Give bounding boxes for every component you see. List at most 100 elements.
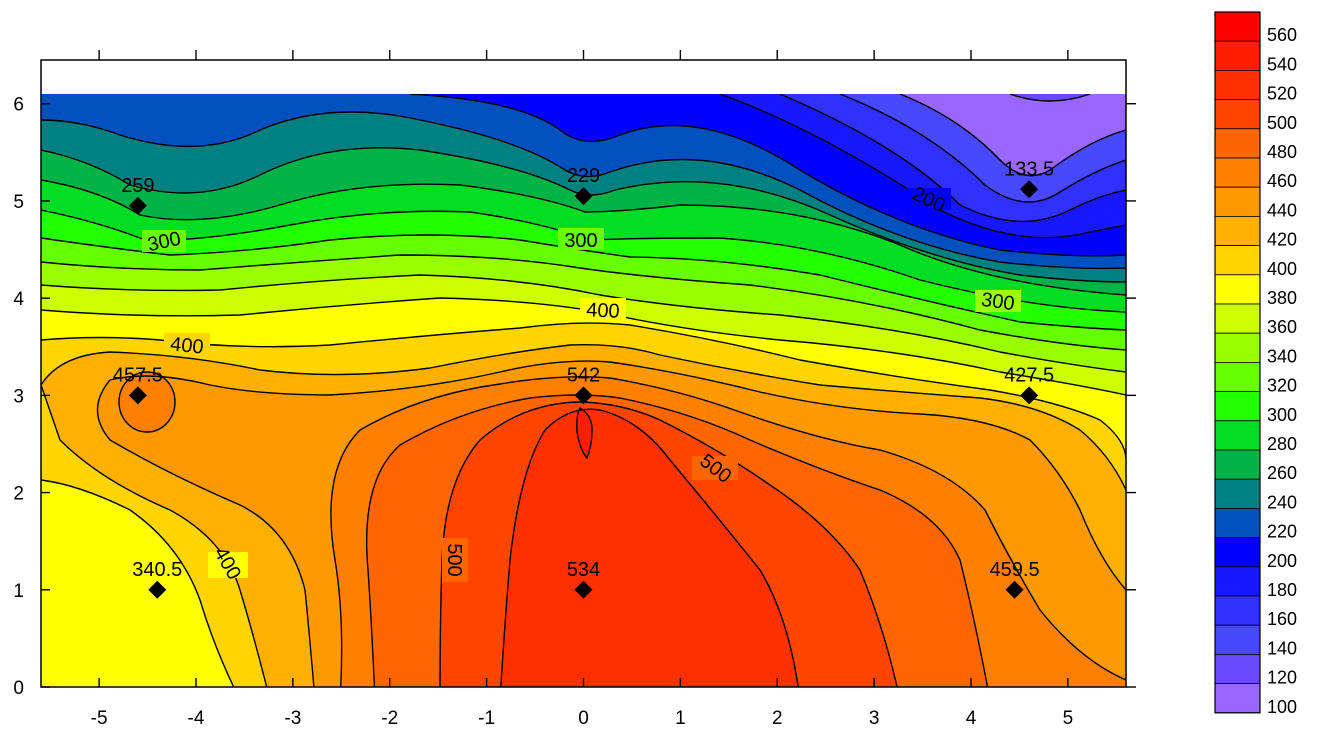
colorbar-swatch [1214, 186, 1261, 217]
contour-label-bg [208, 552, 248, 578]
contour-line [576, 407, 593, 460]
contour-line [41, 479, 235, 687]
contour-label: 300 [980, 289, 1016, 315]
colorbar-swatch [1214, 449, 1261, 480]
contour-label-bg [692, 456, 738, 480]
x-tick-label: -3 [284, 708, 301, 729]
colorbar-swatch [1214, 99, 1261, 130]
colorbar: 560 540 520 500 480 460 440 420 400 380 360 340 320 3… [1214, 11, 1297, 717]
colorbar-swatch [1214, 624, 1261, 655]
data-point-marker [1005, 580, 1024, 599]
x-tick-label: 3 [869, 708, 880, 729]
colorbar-swatch [1214, 11, 1261, 42]
x-tick-label: 2 [772, 708, 783, 729]
colorbar-swatch [1214, 157, 1261, 188]
colorbar-frame [1214, 11, 1261, 714]
data-point-marker [574, 580, 593, 599]
data-point-marker [1020, 180, 1039, 199]
contour-line [330, 376, 1126, 687]
colorbar-label: 180 [1267, 580, 1297, 600]
y-tick-label: 1 [13, 581, 24, 602]
colorbar-swatch [1214, 245, 1261, 276]
contour-line [409, 94, 1126, 257]
colorbar-label: 260 [1267, 463, 1297, 483]
colorbar-swatch [1214, 683, 1261, 714]
axis-layer: -5 -4 -3 -2 -1 0 1 2 3 4 5 0 1 2 3 4 5 6 [13, 50, 1136, 729]
y-tick-label: 5 [13, 192, 24, 213]
colorbar-label: 120 [1267, 668, 1297, 688]
contour-line [118, 371, 176, 433]
x-tick-label: -5 [91, 708, 108, 729]
colorbar-label: 560 [1267, 25, 1297, 45]
y-tick-label: 4 [13, 289, 24, 310]
x-tick-label: 5 [1063, 708, 1074, 729]
contour-line [96, 379, 315, 687]
colorbar-swatch [1214, 566, 1261, 597]
band-460-left [119, 372, 175, 432]
colorbar-label: 320 [1267, 376, 1297, 396]
x-tick-label: 4 [966, 708, 977, 729]
data-point-marker [1020, 386, 1039, 405]
data-point-label: 542 [567, 364, 600, 386]
data-point-label: 457.5 [113, 364, 163, 386]
data-point-marker [128, 196, 147, 215]
colorbar-label: 540 [1267, 54, 1297, 74]
colorbar-label: 220 [1267, 522, 1297, 542]
data-point-marker [148, 580, 167, 599]
colorbar-swatch [1214, 274, 1261, 305]
colorbar-label: 440 [1267, 200, 1297, 220]
colorbar-swatch [1214, 70, 1261, 101]
data-points-layer: 259 229 133.5 457.5 542 427.5 340.5 534 459.5 [113, 158, 1054, 599]
colorbar-label: 420 [1267, 230, 1297, 250]
contour-label-bg [442, 538, 468, 582]
data-point-label: 427.5 [1004, 364, 1054, 386]
data-point-label: 133.5 [1004, 158, 1054, 180]
data-point-label: 229 [567, 165, 600, 187]
colorbar-swatch [1214, 537, 1261, 568]
contour-line [41, 344, 1126, 491]
colorbar-swatch [1214, 128, 1261, 159]
x-tick-label: 1 [675, 708, 686, 729]
plot-top-strip [41, 60, 1126, 94]
contour-line [41, 274, 1126, 373]
colorbar-swatch [1214, 507, 1261, 538]
data-point-marker [128, 386, 147, 405]
colorbar-label: 300 [1267, 405, 1297, 425]
colorbar-label: 500 [1267, 113, 1297, 133]
colorbar-swatch [1214, 215, 1261, 246]
colorbar-label: 100 [1267, 697, 1297, 717]
y-tick-label: 6 [13, 95, 24, 116]
data-point-label: 259 [121, 175, 154, 197]
colorbar-swatch [1214, 595, 1261, 626]
contour-line [779, 94, 1126, 223]
colorbar-label: 360 [1267, 317, 1297, 337]
colorbar-swatch [1214, 332, 1261, 363]
colorbar-swatch [1214, 654, 1261, 685]
band-120 [41, 94, 1126, 101]
contour-line [899, 94, 1126, 177]
x-tick-label: -1 [478, 708, 495, 729]
contour-label-bg [580, 298, 626, 320]
contour-label-bg [975, 290, 1021, 312]
colorbar-label: 400 [1267, 259, 1297, 279]
data-point-marker [574, 386, 593, 405]
colorbar-label: 380 [1267, 288, 1297, 308]
y-tick-label: 3 [13, 386, 24, 407]
colorbar-label: 460 [1267, 171, 1297, 191]
colorbar-label: 240 [1267, 492, 1297, 512]
colorbar-swatch [1214, 40, 1261, 71]
contour-line [41, 179, 1126, 296]
data-point-label: 534 [567, 559, 600, 581]
colorbar-swatch [1214, 478, 1261, 509]
x-tick-label: -4 [188, 708, 205, 729]
contour-line [41, 234, 1126, 331]
x-tick-label: 0 [578, 708, 589, 729]
contour-label: 400 [586, 299, 620, 323]
colorbar-label: 140 [1267, 638, 1297, 658]
contour-line [109, 360, 1126, 591]
contour-line [41, 384, 268, 687]
colorbar-swatch [1214, 391, 1261, 422]
colorbar-label: 280 [1267, 434, 1297, 454]
